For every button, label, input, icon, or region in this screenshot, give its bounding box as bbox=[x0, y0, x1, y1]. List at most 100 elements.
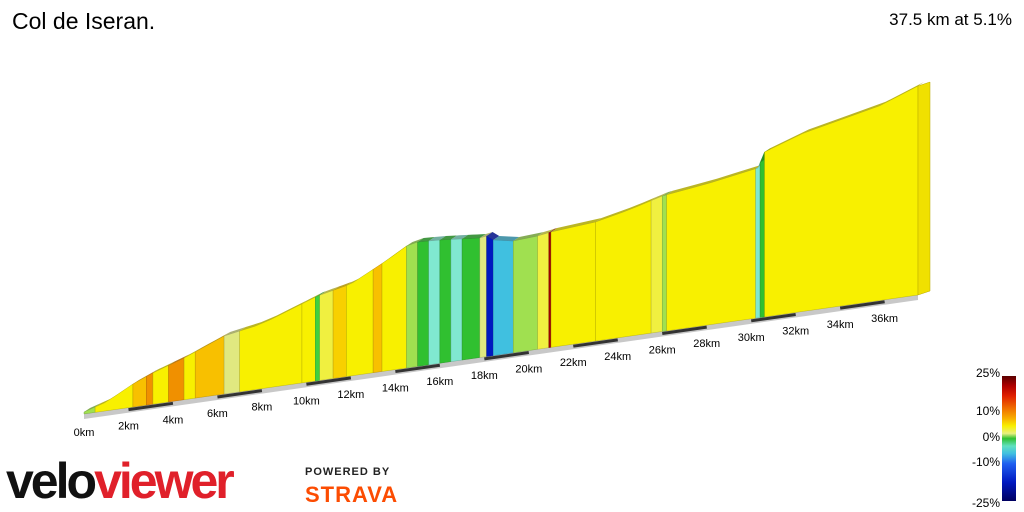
profile-segment-top bbox=[132, 372, 153, 384]
profile-segment-top bbox=[168, 354, 191, 366]
km-dash bbox=[750, 312, 796, 323]
veloviewer-logo: veloviewer bbox=[6, 453, 237, 508]
profile-segment bbox=[537, 232, 550, 350]
profile-segment-top bbox=[662, 190, 673, 196]
profile-segment bbox=[428, 239, 441, 366]
km-dash bbox=[839, 300, 885, 310]
profile-segment bbox=[550, 221, 596, 348]
profile-segment-top bbox=[406, 238, 424, 246]
profile-segment-top bbox=[595, 196, 658, 222]
x-tick-label: 8km bbox=[252, 402, 273, 414]
legend-label-min: -25% bbox=[971, 496, 1000, 510]
profile-segment-top bbox=[152, 361, 175, 373]
profile-segment-top bbox=[146, 368, 159, 377]
legend-label-10: 10% bbox=[975, 404, 1000, 418]
profile-segment-top bbox=[450, 234, 469, 240]
profile-segment bbox=[493, 239, 514, 356]
profile-segment-top bbox=[315, 291, 326, 298]
km-dash bbox=[662, 325, 707, 335]
svg-text:veloviewer: veloviewer bbox=[6, 453, 234, 508]
profile-segment-top bbox=[537, 228, 555, 236]
gradient-legend-bar bbox=[1002, 376, 1016, 501]
x-tick-label: 6km bbox=[207, 408, 228, 420]
climb-title: Col de Iseran. bbox=[12, 8, 156, 34]
profile-segment-top bbox=[428, 236, 446, 241]
profile-segment-top bbox=[548, 228, 558, 233]
profile-segment-top bbox=[184, 347, 202, 358]
profile-segment bbox=[301, 296, 316, 384]
profile-segment bbox=[239, 303, 303, 393]
gradient-legend-labels: 25% 10% 0% -10% -25% bbox=[960, 366, 1000, 512]
profile-segment bbox=[759, 151, 765, 318]
x-tick-label: 16km bbox=[426, 376, 453, 388]
x-tick-label: 2km bbox=[118, 421, 139, 433]
km-dash bbox=[395, 363, 441, 374]
profile-segment bbox=[132, 376, 147, 408]
profile-segment bbox=[417, 240, 429, 367]
km-dash bbox=[573, 338, 618, 348]
profile-segment-top bbox=[301, 293, 322, 304]
profile-segment-top bbox=[319, 286, 340, 296]
km-dash bbox=[306, 376, 352, 386]
x-tick-label: 30km bbox=[738, 332, 765, 344]
profile-segment bbox=[319, 290, 334, 381]
legend-label-minus10: -10% bbox=[971, 455, 1000, 469]
profile-segment bbox=[346, 268, 374, 377]
profile-segment-top bbox=[333, 281, 353, 291]
profile-segment-top bbox=[666, 164, 762, 195]
profile-segment-top bbox=[651, 192, 669, 201]
x-tick-label: 0km bbox=[74, 427, 95, 439]
x-tick-label: 36km bbox=[871, 313, 898, 325]
profile-segment-top bbox=[239, 299, 308, 332]
profile-segment-top bbox=[382, 242, 413, 264]
profile-segment-top bbox=[195, 332, 231, 352]
profile-segment bbox=[513, 235, 538, 353]
strava-logo: STRAVA bbox=[305, 482, 399, 507]
profile-segment bbox=[666, 168, 756, 332]
km-dash bbox=[128, 401, 174, 412]
profile-end-cap bbox=[917, 81, 931, 296]
x-tick-label: 32km bbox=[782, 325, 809, 337]
profile-segment-top bbox=[764, 82, 924, 152]
profile-segment bbox=[439, 239, 452, 364]
profile-segment bbox=[450, 238, 463, 362]
profile-segment bbox=[486, 235, 494, 357]
profile-segment-top bbox=[84, 403, 102, 412]
profile-segment bbox=[548, 231, 552, 348]
profile-segment bbox=[168, 357, 185, 403]
profile-segment bbox=[381, 245, 407, 372]
legend-label-0: 0% bbox=[982, 430, 1000, 444]
profile-segment bbox=[595, 200, 652, 342]
x-tick-label: 10km bbox=[293, 395, 320, 407]
profile-segment-top bbox=[346, 265, 380, 286]
profile-segment bbox=[479, 235, 487, 358]
legend-label-max: 25% bbox=[975, 366, 1000, 380]
profile-segment bbox=[461, 237, 481, 361]
x-tick-label: 20km bbox=[515, 364, 542, 376]
profile-segment bbox=[406, 241, 418, 369]
x-tick-label: 12km bbox=[337, 389, 364, 401]
profile-segment bbox=[183, 351, 196, 400]
x-tick-label: 22km bbox=[560, 357, 587, 369]
x-tick-label: 24km bbox=[604, 351, 631, 363]
profile-segment-top bbox=[513, 232, 544, 241]
profile-segment-top bbox=[493, 236, 520, 241]
profile-segment bbox=[764, 85, 919, 318]
km-dash bbox=[217, 389, 263, 399]
profile-segment-top bbox=[439, 235, 457, 240]
profile-segment-top bbox=[462, 234, 486, 239]
km-dash bbox=[484, 351, 530, 361]
climb-summary: 37.5 km at 5.1% bbox=[889, 10, 1012, 29]
profile-segment bbox=[650, 195, 663, 334]
profile-segment bbox=[223, 330, 240, 395]
x-tick-label: 14km bbox=[382, 383, 409, 395]
profile-segment bbox=[332, 285, 347, 379]
profile-segment-top bbox=[95, 380, 139, 407]
powered-by-text: POWERED BY bbox=[305, 466, 391, 478]
profile-segment-top bbox=[224, 327, 246, 336]
profile-segment bbox=[194, 335, 225, 399]
profile-segment bbox=[372, 263, 383, 373]
profile-segment-top bbox=[551, 218, 602, 232]
profile-segment bbox=[755, 162, 761, 319]
